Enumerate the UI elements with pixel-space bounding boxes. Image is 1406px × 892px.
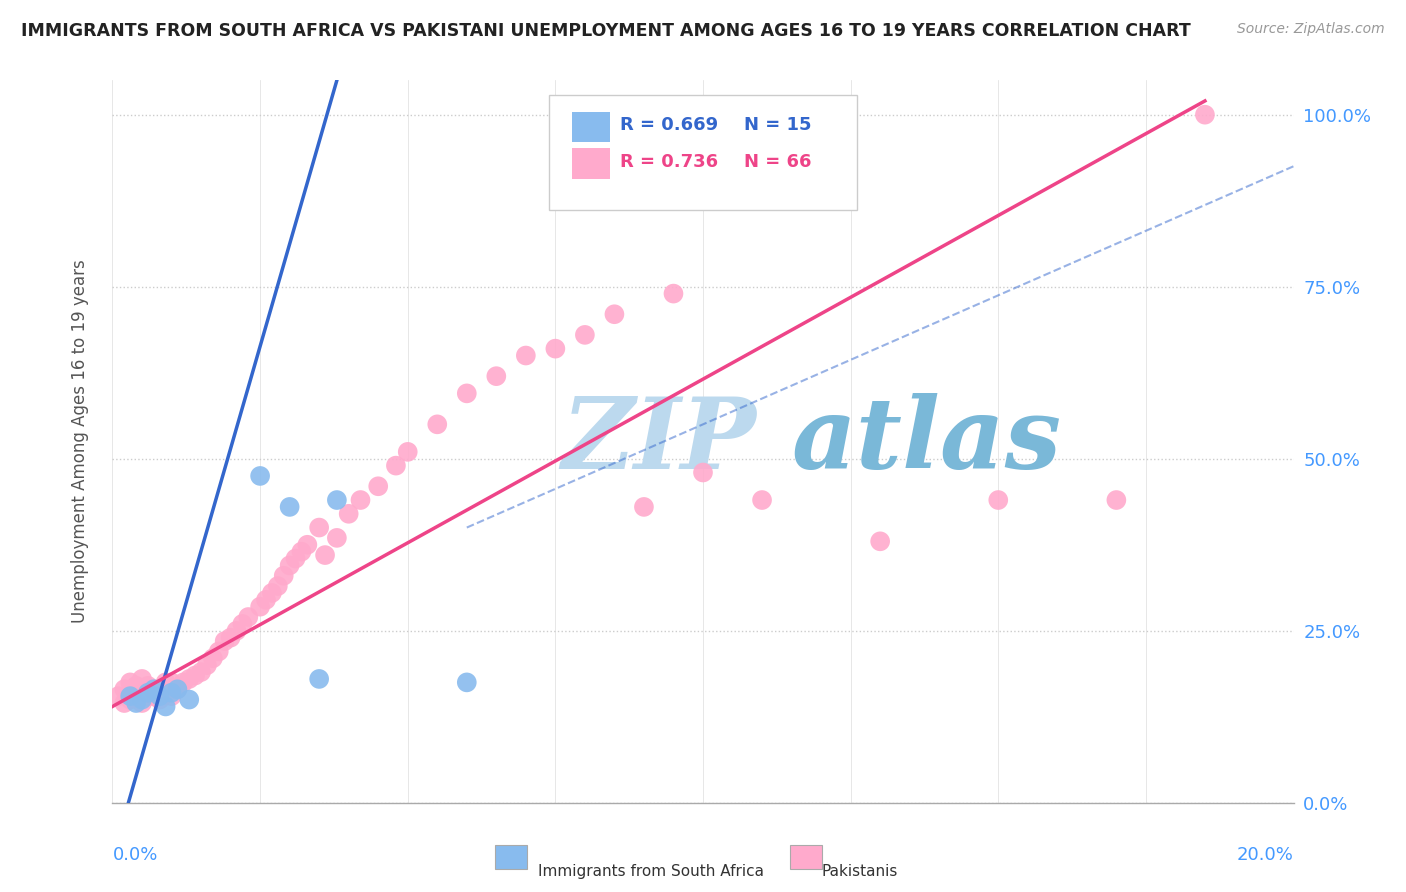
Point (214, 634, 236, 648)
Point (249, 599, 271, 614)
Point (326, 531, 349, 545)
Point (426, 417, 449, 432)
Point (179, 692, 201, 706)
Point (308, 520, 330, 534)
Point (1105, 493, 1128, 508)
Point (125, 689, 148, 703)
Point (267, 579, 290, 593)
Point (172, 675, 194, 690)
Point (125, 679, 148, 693)
Point (201, 651, 224, 665)
FancyBboxPatch shape (572, 112, 610, 143)
Point (160, 686, 183, 700)
Point (254, 592, 277, 607)
Point (142, 682, 165, 697)
Point (314, 548, 336, 562)
Point (155, 686, 177, 700)
Point (136, 686, 159, 700)
FancyBboxPatch shape (790, 846, 823, 869)
Point (396, 445, 419, 459)
Point (112, 682, 135, 697)
Point (184, 668, 207, 682)
Y-axis label: Unemployment Among Ages 16 to 19 years: Unemployment Among Ages 16 to 19 years (70, 260, 89, 624)
Point (131, 672, 153, 686)
Point (136, 689, 159, 703)
Point (987, 493, 1010, 508)
Point (112, 696, 135, 710)
Point (131, 686, 153, 700)
Point (155, 699, 177, 714)
Point (166, 682, 188, 697)
Point (260, 586, 283, 600)
Point (166, 682, 188, 697)
Point (385, 458, 408, 473)
Point (238, 610, 260, 624)
Point (349, 493, 371, 508)
Point (142, 689, 165, 703)
Point (249, 469, 271, 483)
Point (149, 682, 172, 697)
Text: Source: ZipAtlas.com: Source: ZipAtlas.com (1237, 22, 1385, 37)
Point (125, 696, 148, 710)
Point (662, 286, 685, 301)
Point (367, 479, 389, 493)
Text: R = 0.669: R = 0.669 (620, 117, 718, 135)
Point (120, 686, 142, 700)
Point (131, 692, 153, 706)
Point (456, 675, 478, 690)
Point (278, 500, 301, 514)
Point (456, 386, 478, 401)
FancyBboxPatch shape (550, 95, 856, 211)
Point (107, 689, 129, 703)
Text: Immigrants from South Africa: Immigrants from South Africa (537, 864, 763, 880)
Point (219, 631, 242, 645)
Point (149, 689, 172, 703)
Point (149, 692, 172, 706)
Text: atlas: atlas (792, 393, 1062, 490)
Point (308, 672, 330, 686)
Point (485, 369, 508, 384)
Point (179, 672, 201, 686)
Point (120, 692, 142, 706)
Point (225, 624, 247, 638)
Point (131, 696, 153, 710)
Point (155, 675, 177, 690)
Text: R = 0.736: R = 0.736 (620, 153, 718, 170)
Point (278, 558, 301, 573)
Point (574, 327, 596, 342)
Text: Pakistanis: Pakistanis (821, 864, 897, 880)
Point (603, 307, 626, 321)
Point (120, 675, 142, 690)
Point (231, 616, 253, 631)
Point (633, 500, 655, 514)
Text: N = 15: N = 15 (744, 117, 811, 135)
Point (136, 679, 159, 693)
Text: IMMIGRANTS FROM SOUTH AFRICA VS PAKISTANI UNEMPLOYMENT AMONG AGES 16 TO 19 YEARS: IMMIGRANTS FROM SOUTH AFRICA VS PAKISTAN… (21, 22, 1191, 40)
Point (120, 689, 142, 703)
Point (190, 665, 212, 679)
Point (297, 538, 319, 552)
Point (142, 682, 165, 697)
Point (515, 349, 537, 363)
FancyBboxPatch shape (495, 846, 527, 869)
Point (195, 658, 218, 673)
Point (284, 551, 307, 566)
Point (692, 466, 714, 480)
Point (160, 689, 183, 703)
Point (751, 493, 773, 508)
Text: 20.0%: 20.0% (1237, 847, 1294, 864)
Point (326, 493, 349, 508)
Text: ZIP: ZIP (561, 393, 756, 490)
Point (337, 507, 360, 521)
Text: 0.0%: 0.0% (112, 847, 157, 864)
Point (544, 342, 567, 356)
Text: N = 66: N = 66 (744, 153, 811, 170)
Point (208, 644, 231, 658)
Point (1194, 108, 1216, 122)
Point (273, 568, 295, 582)
Point (869, 534, 891, 549)
Point (290, 544, 312, 558)
Point (160, 675, 183, 690)
FancyBboxPatch shape (572, 148, 610, 178)
